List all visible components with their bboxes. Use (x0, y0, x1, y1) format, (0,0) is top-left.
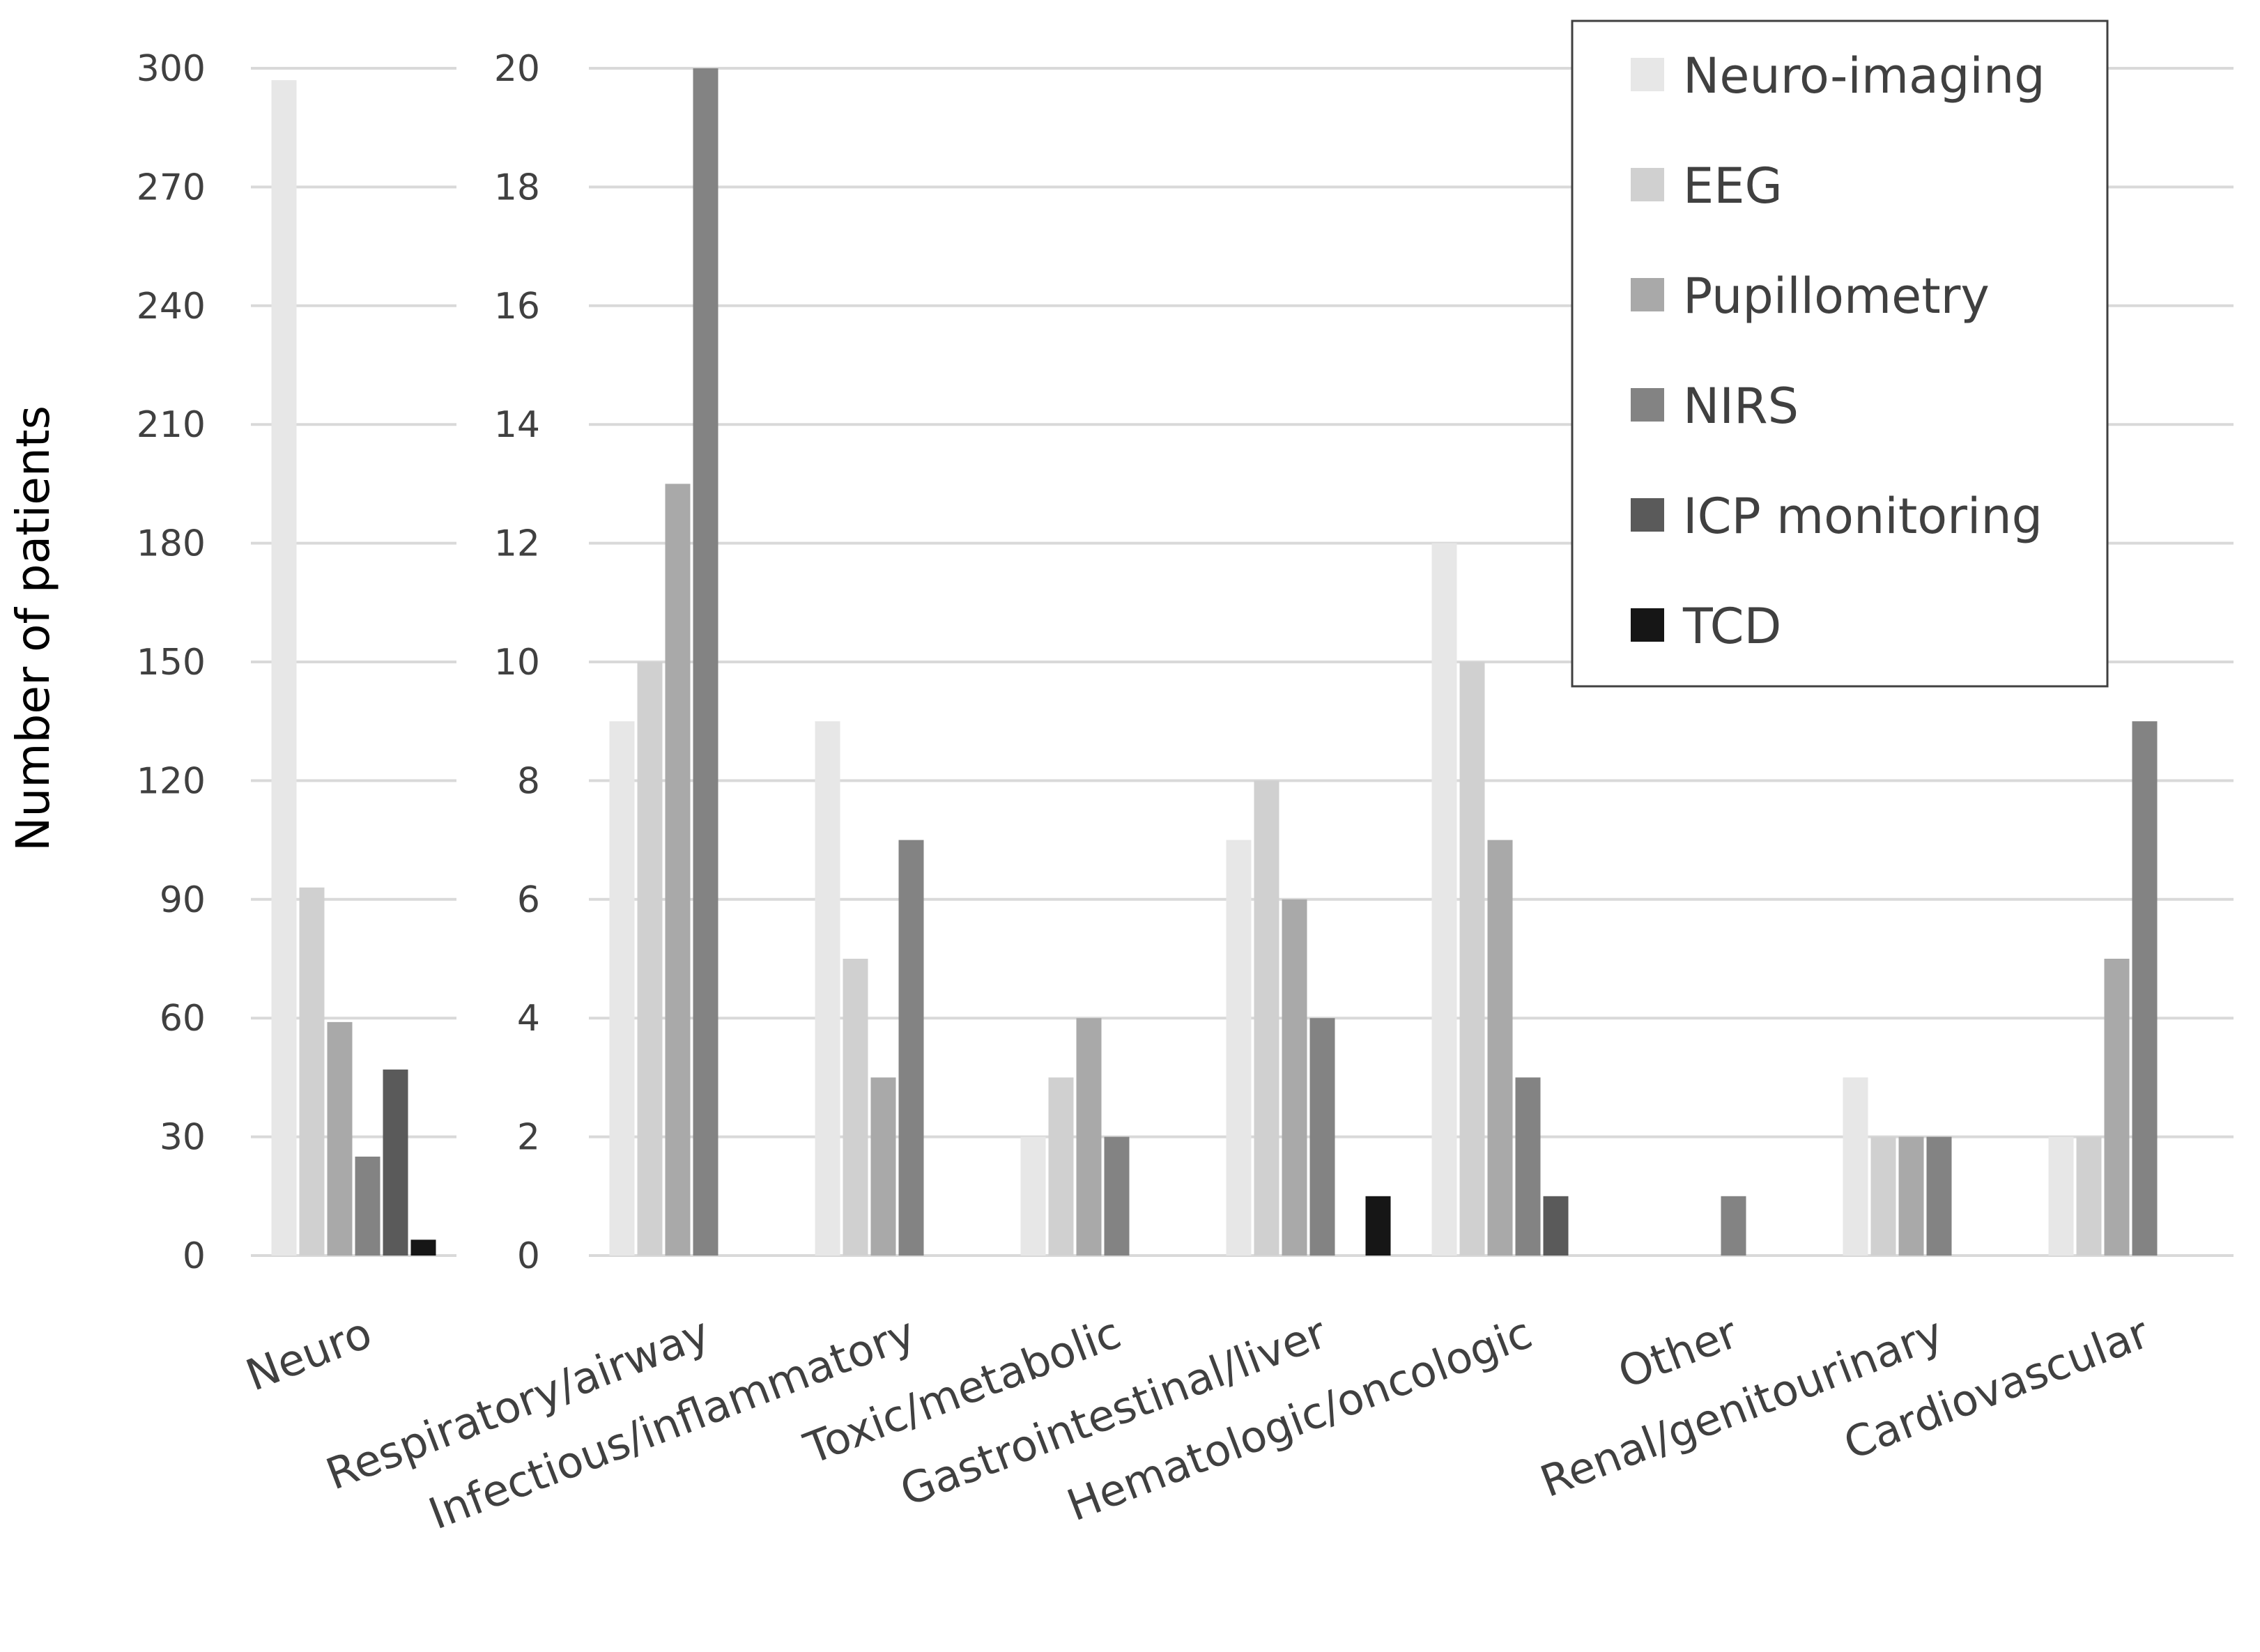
bar-renal-genitourinary-neuro-imaging (1843, 1077, 1868, 1256)
y-tick-label-p1-4: 8 (517, 760, 540, 802)
bar-gastrointestinal-liver-pupillometry (1282, 899, 1307, 1256)
y-tick-label-p0-4: 120 (137, 760, 206, 802)
legend-label-4: ICP monitoring (1683, 488, 2043, 545)
legend: Neuro-imaging EEG Pupillometry NIRS ICP moni… (1571, 20, 2109, 688)
y-tick-label-p0-6: 180 (137, 523, 206, 565)
bar-cardiovascular-eeg (2076, 1136, 2102, 1256)
bar-infectious-inflammatory-neuro-imaging (815, 721, 840, 1256)
legend-label-3: NIRS (1683, 378, 1799, 435)
bar-hematologic-oncologic-nirs (1515, 1077, 1541, 1256)
y-axis-label: Number of patients (6, 406, 60, 851)
bar-neuro-eeg (299, 887, 325, 1256)
y-tick-label-p1-10: 20 (494, 48, 540, 90)
bar-toxic-metabolic-eeg (1048, 1077, 1074, 1256)
bar-infectious-inflammatory-pupillometry (870, 1077, 896, 1256)
bar-infectious-inflammatory-nirs (898, 840, 924, 1256)
bar-cardiovascular-nirs (2132, 721, 2158, 1256)
y-tick-label-p1-0: 0 (517, 1235, 540, 1277)
bar-respiratory-airway-eeg (637, 662, 663, 1256)
y-tick-labels: 0 30 60 90 120 150 180 210 240 270 300 0 2 4 6 8 10 12 14 1… (137, 48, 540, 1277)
legend-swatch-3 (1631, 388, 1664, 422)
bar-gastrointestinal-liver-eeg (1254, 780, 1279, 1256)
bar-neuro-pupillometry (327, 1021, 353, 1256)
bar-hematologic-oncologic-neuro-imaging (1431, 543, 1457, 1256)
bar-hematologic-oncologic-eeg (1459, 662, 1485, 1256)
bar-infectious-inflammatory-eeg (843, 959, 868, 1256)
category-label-neuro: Neuro (239, 1307, 378, 1401)
legend-swatch-2 (1631, 278, 1664, 311)
y-tick-label-p0-1: 30 (160, 1117, 206, 1159)
bar-renal-genitourinary-nirs (1926, 1136, 1952, 1256)
bar-hematologic-oncologic-pupillometry (1487, 840, 1513, 1256)
bar-renal-genitourinary-pupillometry (1898, 1136, 1924, 1256)
y-tick-label-p1-6: 12 (494, 523, 540, 565)
y-tick-label-p0-2: 60 (160, 998, 206, 1040)
y-tick-label-p0-9: 270 (137, 167, 206, 208)
bar-renal-genitourinary-eeg (1870, 1136, 1896, 1256)
y-tick-label-p1-5: 10 (494, 642, 540, 684)
y-tick-label-p0-10: 300 (137, 48, 206, 90)
bars (271, 68, 2158, 1256)
bar-toxic-metabolic-nirs (1104, 1136, 1130, 1256)
y-tick-label-p1-3: 6 (517, 879, 540, 921)
y-tick-label-p1-1: 2 (517, 1117, 540, 1159)
bar-cardiovascular-neuro-imaging (2048, 1136, 2074, 1256)
bar-toxic-metabolic-pupillometry (1076, 1018, 1102, 1256)
y-tick-label-p0-0: 0 (183, 1235, 206, 1277)
y-tick-label-p1-2: 4 (517, 998, 540, 1040)
bar-other-nirs (1721, 1196, 1746, 1256)
legend-swatch-1 (1631, 168, 1664, 201)
legend-swatch-4 (1631, 498, 1664, 532)
y-tick-label-p1-9: 18 (494, 167, 540, 208)
y-tick-label-p0-3: 90 (160, 879, 206, 921)
bar-gastrointestinal-liver-tcd (1365, 1196, 1391, 1256)
bar-toxic-metabolic-neuro-imaging (1020, 1136, 1046, 1256)
y-tick-label-p0-7: 210 (137, 404, 206, 446)
bar-neuro-tcd (410, 1240, 436, 1256)
legend-swatch-0 (1631, 58, 1664, 91)
bar-cardiovascular-pupillometry (2104, 959, 2130, 1256)
bar-respiratory-airway-nirs (693, 68, 718, 1256)
category-labels: NeuroRespiratory/airwayInfectious/inflam… (239, 1307, 2155, 1540)
legend-label-0: Neuro-imaging (1683, 47, 2045, 105)
bar-gastrointestinal-liver-neuro-imaging (1226, 840, 1252, 1256)
bar-neuro-neuro-imaging (271, 80, 297, 1256)
bar-gastrointestinal-liver-nirs (1309, 1018, 1335, 1256)
bar-hematologic-oncologic-icp-monitoring (1543, 1196, 1569, 1256)
bar-neuro-icp-monitoring (383, 1070, 408, 1256)
legend-label-1: EEG (1683, 157, 1783, 215)
legend-label-2: Pupillometry (1683, 268, 1990, 325)
bar-respiratory-airway-pupillometry (665, 484, 691, 1256)
legend-swatch-5 (1631, 608, 1664, 642)
y-tick-label-p0-8: 240 (137, 286, 206, 327)
bar-neuro-nirs (355, 1157, 380, 1256)
legend-box (1571, 20, 2109, 688)
bar-respiratory-airway-neuro-imaging (609, 721, 635, 1256)
y-tick-label-p1-7: 14 (494, 404, 540, 446)
category-label-other: Other (1611, 1307, 1744, 1398)
y-tick-label-p0-5: 150 (137, 642, 206, 684)
legend-label-5: TCD (1682, 598, 1781, 655)
y-tick-label-p1-8: 16 (494, 286, 540, 327)
